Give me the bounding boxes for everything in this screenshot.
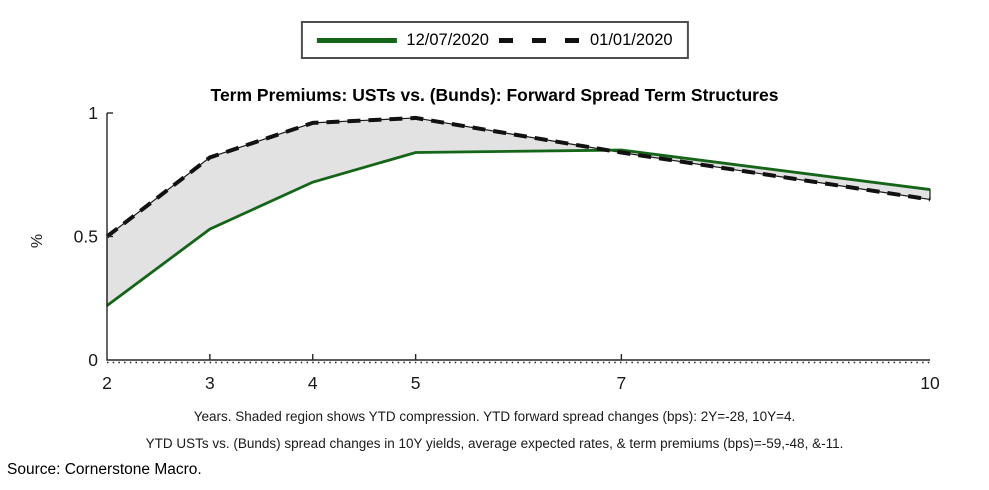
- x-tick-label: 7: [617, 373, 627, 393]
- legend-label-current: 12/07/2020: [406, 30, 489, 49]
- series-line-12-07-2020: [106, 148, 931, 307]
- y-tick-label: 0.5: [74, 227, 98, 247]
- y-axis-label: %: [29, 234, 46, 248]
- legend-label-prior: 01/01/2020: [590, 30, 673, 49]
- x-tick-label: 10: [920, 373, 940, 393]
- legend-dashed-line-swatch: [499, 37, 580, 43]
- source-text: Source: Cornerstone Macro.: [7, 461, 202, 478]
- footnote-line1: Years. Shaded region shows YTD compressi…: [193, 409, 796, 424]
- shaded-region: [106, 117, 931, 307]
- x-tick-label: 4: [308, 373, 318, 393]
- x-tick-label: 2: [102, 373, 112, 393]
- chart-title: Term Premiums: USTs vs. (Bunds): Forward…: [210, 85, 779, 105]
- x-tick-label: 5: [411, 373, 421, 393]
- footnote-line2: YTD USTs vs. (Bunds) spread changes in 1…: [145, 436, 844, 451]
- chart-legend: 12/07/2020 01/01/2020: [300, 21, 689, 59]
- series-line-01-01-2020: [105, 115, 931, 239]
- x-tick-label: 3: [205, 373, 215, 393]
- axis-lines: [106, 113, 930, 361]
- legend-solid-line-swatch: [316, 37, 397, 43]
- y-tick-label: 0: [88, 350, 98, 370]
- y-tick-label: 1: [88, 103, 98, 123]
